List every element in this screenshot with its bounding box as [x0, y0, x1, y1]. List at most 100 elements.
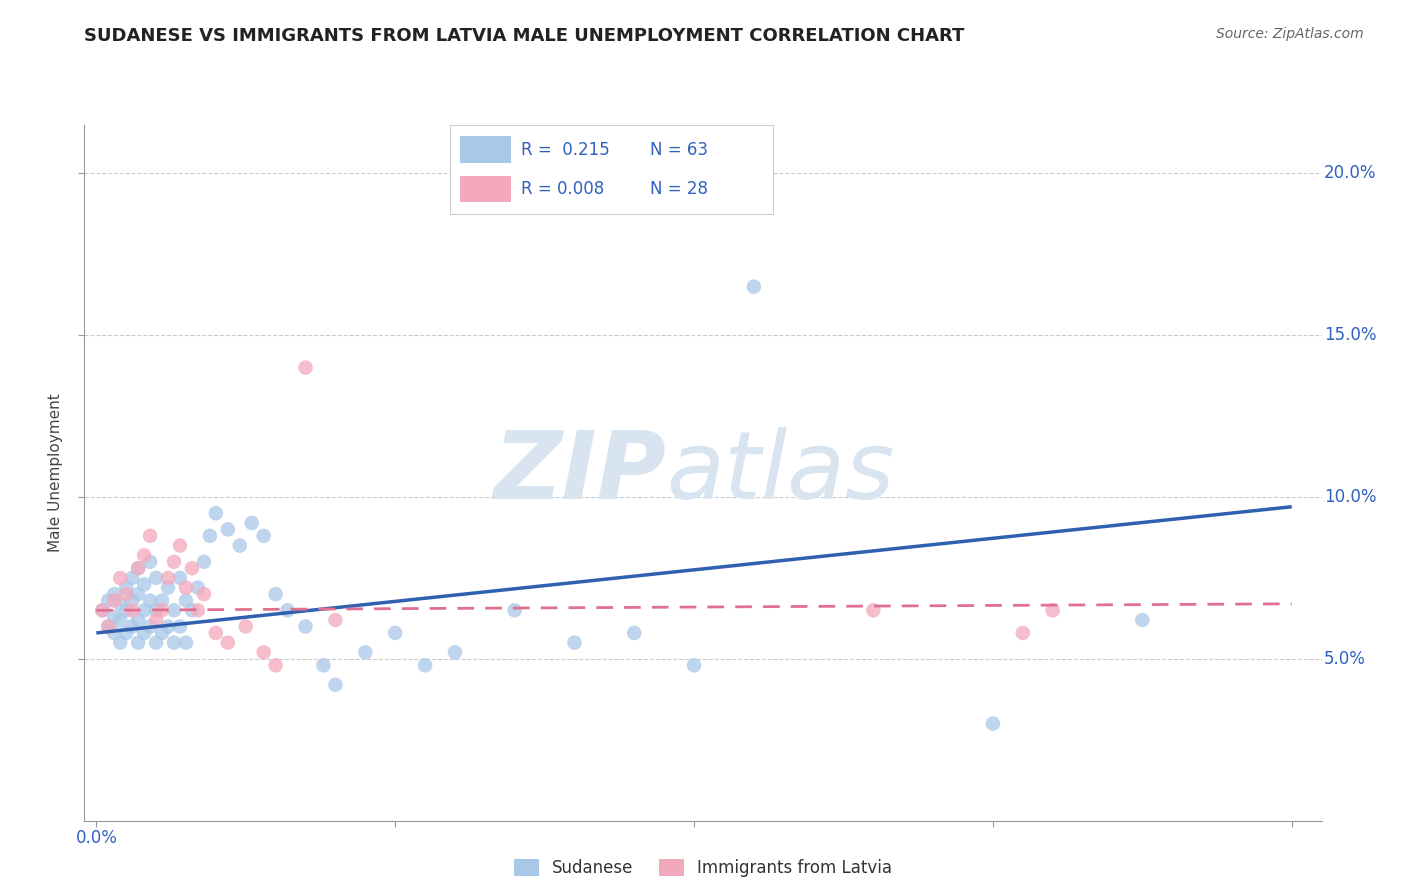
Point [862, 603, 884, 617]
Point [181, 603, 204, 617]
Point [503, 603, 526, 617]
Point [103, 593, 125, 607]
Point [1042, 603, 1064, 617]
Point [163, 603, 186, 617]
Point [121, 603, 143, 617]
Text: atlas: atlas [666, 427, 894, 518]
Point [198, 529, 221, 543]
Point [277, 603, 299, 617]
Text: 0.0%: 0.0% [76, 829, 117, 847]
Point [110, 597, 132, 611]
Text: Source: ZipAtlas.com: Source: ZipAtlas.com [1216, 27, 1364, 41]
Point [134, 603, 156, 617]
Point [981, 716, 1004, 731]
Legend: Sudanese, Immigrants from Latvia: Sudanese, Immigrants from Latvia [508, 852, 898, 884]
Point [193, 587, 215, 601]
Point [139, 593, 162, 607]
Point [217, 522, 239, 536]
Point [205, 506, 228, 520]
Point [134, 626, 156, 640]
Point [169, 571, 191, 585]
Text: 15.0%: 15.0% [1324, 326, 1376, 344]
Point [264, 658, 287, 673]
Point [145, 635, 167, 649]
Point [157, 581, 180, 595]
Point [742, 279, 765, 293]
Point [325, 678, 347, 692]
Bar [460, 176, 512, 202]
Point [103, 609, 125, 624]
Point [253, 529, 276, 543]
Point [115, 603, 138, 617]
Point [110, 571, 132, 585]
Point [217, 635, 239, 649]
Point [127, 587, 149, 601]
Point [150, 626, 173, 640]
Text: 10.0%: 10.0% [1324, 488, 1376, 506]
Text: N = 63: N = 63 [651, 141, 709, 159]
Point [312, 658, 335, 673]
Point [103, 626, 125, 640]
Point [150, 603, 173, 617]
Text: ZIP: ZIP [494, 426, 666, 519]
Point [181, 561, 204, 575]
Point [187, 581, 209, 595]
Point [145, 603, 167, 617]
Point [121, 593, 143, 607]
Point [139, 619, 162, 633]
Point [294, 360, 316, 375]
Text: N = 28: N = 28 [651, 180, 709, 198]
Point [174, 635, 197, 649]
Text: R = 0.008: R = 0.008 [522, 180, 605, 198]
Point [145, 571, 167, 585]
Point [127, 561, 149, 575]
Point [97, 593, 120, 607]
Point [121, 571, 143, 585]
Point [115, 587, 138, 601]
Point [163, 555, 186, 569]
Point [115, 626, 138, 640]
Point [134, 577, 156, 591]
Point [187, 603, 209, 617]
Point [264, 587, 287, 601]
Point [444, 645, 467, 659]
Point [150, 593, 173, 607]
Point [229, 539, 252, 553]
Y-axis label: Male Unemployment: Male Unemployment [48, 393, 63, 552]
Point [325, 613, 347, 627]
Point [103, 587, 125, 601]
Point [1011, 626, 1033, 640]
Text: 20.0%: 20.0% [1324, 164, 1376, 183]
Point [157, 571, 180, 585]
Point [110, 635, 132, 649]
Point [174, 593, 197, 607]
Point [623, 626, 645, 640]
Point [683, 658, 706, 673]
Point [253, 645, 276, 659]
Point [354, 645, 377, 659]
Point [205, 626, 228, 640]
Point [564, 635, 586, 649]
Point [139, 529, 162, 543]
Point [97, 619, 120, 633]
Point [1130, 613, 1153, 627]
Point [169, 619, 191, 633]
Point [127, 613, 149, 627]
Bar [460, 136, 512, 163]
Point [294, 619, 316, 633]
Point [97, 619, 120, 633]
Text: SUDANESE VS IMMIGRANTS FROM LATVIA MALE UNEMPLOYMENT CORRELATION CHART: SUDANESE VS IMMIGRANTS FROM LATVIA MALE … [84, 27, 965, 45]
Point [91, 603, 114, 617]
Point [157, 619, 180, 633]
Point [110, 613, 132, 627]
Text: R =  0.215: R = 0.215 [522, 141, 610, 159]
Point [163, 635, 186, 649]
Point [139, 555, 162, 569]
Point [384, 626, 406, 640]
Point [240, 516, 263, 530]
Point [115, 581, 138, 595]
Point [134, 549, 156, 563]
Point [193, 555, 215, 569]
Point [145, 613, 167, 627]
Point [121, 619, 143, 633]
